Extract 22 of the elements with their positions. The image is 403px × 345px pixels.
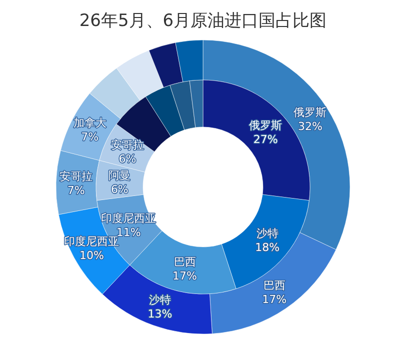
data-label: 6% <box>118 152 136 166</box>
data-label: 7% <box>67 184 85 198</box>
slice-label: 安哥拉 <box>110 138 144 152</box>
data-label: 27% <box>253 132 278 146</box>
chart-title: 26年5月、6月原油进口国占比图 <box>79 11 327 31</box>
slice-label: 俄罗斯 <box>294 106 327 119</box>
data-label: 10% <box>79 249 104 262</box>
data-label: 17% <box>172 269 198 282</box>
slice-label: 沙特 <box>256 227 278 240</box>
data-label: 7% <box>81 130 99 144</box>
slice-label: 阿曼 <box>108 168 131 182</box>
data-label: 32% <box>298 120 322 133</box>
slice-label: 沙特 <box>148 293 171 306</box>
slice-label: 加拿大 <box>73 116 106 130</box>
slice-label: 巴西 <box>263 279 286 292</box>
data-label: 13% <box>148 307 172 320</box>
data-label: 17% <box>262 293 287 306</box>
slice-label: 巴西 <box>174 255 196 268</box>
slice-label: 安哥拉 <box>60 170 93 184</box>
slice-label: 俄罗斯 <box>249 118 282 132</box>
data-label: 6% <box>110 182 128 196</box>
data-label: 18% <box>255 241 280 254</box>
